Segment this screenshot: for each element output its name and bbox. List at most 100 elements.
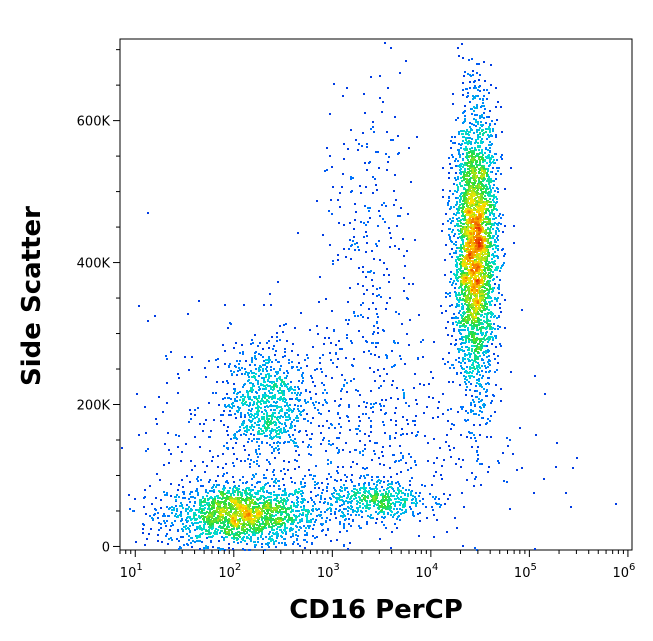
event-point xyxy=(285,323,287,325)
event-point xyxy=(324,337,326,339)
event-point xyxy=(352,519,354,521)
event-point xyxy=(303,509,305,511)
event-point xyxy=(497,101,499,103)
event-point xyxy=(180,511,182,513)
event-point xyxy=(462,89,464,91)
event-point xyxy=(259,481,261,483)
event-point xyxy=(210,536,212,538)
event-point xyxy=(262,368,264,370)
event-point xyxy=(283,383,285,385)
event-point xyxy=(208,402,210,404)
event-point xyxy=(247,372,249,374)
event-point xyxy=(491,288,493,290)
event-point xyxy=(239,360,241,362)
event-point xyxy=(419,383,421,385)
event-point xyxy=(380,405,382,407)
event-point xyxy=(415,492,417,494)
event-point xyxy=(389,438,391,440)
event-point xyxy=(465,336,467,338)
event-point xyxy=(231,407,233,409)
event-point xyxy=(465,389,467,391)
event-point xyxy=(375,151,377,153)
event-point xyxy=(220,420,222,422)
event-point xyxy=(145,450,147,452)
event-point xyxy=(356,500,358,502)
event-point xyxy=(462,243,464,245)
event-point xyxy=(277,445,279,447)
event-point xyxy=(483,354,485,356)
event-point xyxy=(463,219,465,221)
event-point xyxy=(284,511,286,513)
event-point xyxy=(473,434,475,436)
event-point xyxy=(421,484,423,486)
event-point xyxy=(366,467,368,469)
event-point xyxy=(210,541,212,543)
event-point xyxy=(410,508,412,510)
event-point xyxy=(462,270,464,272)
event-point xyxy=(284,530,286,532)
event-point xyxy=(388,227,390,229)
event-point xyxy=(275,424,277,426)
event-point xyxy=(162,515,164,517)
event-point xyxy=(297,491,299,493)
event-point xyxy=(372,333,374,335)
event-point xyxy=(307,520,309,522)
event-point xyxy=(263,379,265,381)
event-point xyxy=(307,446,309,448)
event-point xyxy=(242,400,244,402)
event-point xyxy=(484,159,486,161)
event-point xyxy=(464,118,466,120)
event-point xyxy=(242,482,244,484)
event-point xyxy=(476,373,478,375)
event-point xyxy=(177,489,179,491)
event-point xyxy=(412,495,414,497)
event-point xyxy=(217,358,219,360)
event-point xyxy=(204,367,206,369)
event-point xyxy=(462,298,464,300)
event-point xyxy=(420,341,422,343)
event-point xyxy=(480,484,482,486)
event-point xyxy=(262,370,264,372)
event-point xyxy=(236,360,238,362)
event-point xyxy=(189,409,191,411)
event-point xyxy=(485,264,487,266)
event-point xyxy=(469,356,471,358)
event-point xyxy=(237,534,239,536)
event-point xyxy=(382,446,384,448)
event-point xyxy=(379,259,381,261)
event-point xyxy=(458,304,460,306)
event-point xyxy=(332,263,334,265)
event-point xyxy=(408,283,410,285)
event-point xyxy=(316,200,318,202)
event-point xyxy=(394,412,396,414)
event-point xyxy=(471,372,473,374)
event-point xyxy=(381,516,383,518)
event-point xyxy=(269,537,271,539)
event-point xyxy=(298,488,300,490)
event-point xyxy=(388,508,390,510)
event-point xyxy=(457,117,459,119)
event-point xyxy=(481,130,483,132)
event-point xyxy=(385,205,387,207)
event-point xyxy=(472,98,474,100)
event-point xyxy=(275,540,277,542)
event-point xyxy=(377,503,379,505)
event-point xyxy=(294,404,296,406)
event-point xyxy=(465,394,467,396)
event-point xyxy=(277,371,279,373)
event-point xyxy=(339,348,341,350)
event-point xyxy=(447,293,449,295)
event-point xyxy=(187,527,189,529)
event-point xyxy=(343,503,345,505)
event-point xyxy=(256,424,258,426)
event-point xyxy=(491,336,493,338)
event-point xyxy=(245,401,247,403)
event-point xyxy=(238,367,240,369)
event-point xyxy=(257,541,259,543)
event-point xyxy=(273,469,275,471)
event-point xyxy=(247,441,249,443)
event-point xyxy=(415,415,417,417)
event-point xyxy=(478,338,480,340)
event-point xyxy=(469,432,471,434)
event-point xyxy=(502,231,504,233)
